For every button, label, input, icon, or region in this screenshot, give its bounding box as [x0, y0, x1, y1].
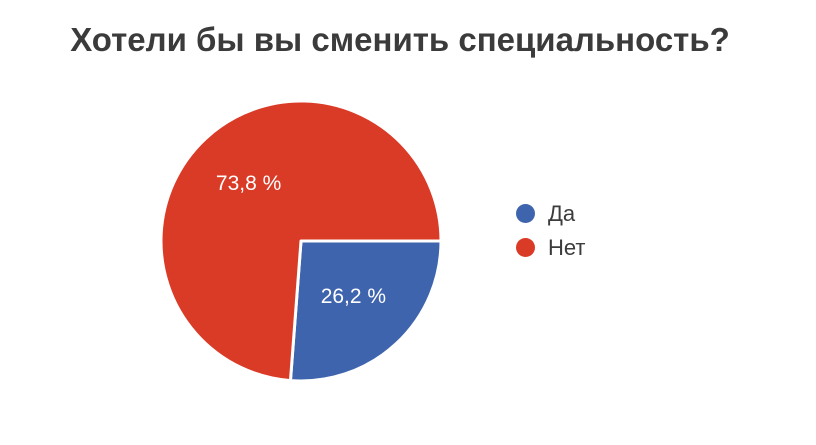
legend-item-label: Да: [548, 201, 576, 226]
legend-item-да: Да: [516, 201, 585, 226]
pie-slice-label-да: 26,2 %: [321, 285, 386, 308]
legend-item-нет: Нет: [516, 235, 585, 260]
pie-slice-нет: [159, 99, 443, 383]
chart-title: Хотели бы вы сменить специальность?: [70, 21, 730, 58]
legend-item-label: Нет: [548, 235, 586, 260]
pie-slice-label-нет: 73,8 %: [216, 172, 281, 195]
chart-legend: Да Нет: [516, 201, 585, 260]
pie-chart: 26,2 % 73,8 %: [148, 88, 454, 394]
legend-color-dot-icon: [516, 204, 535, 223]
pie-svg: 26,2 % 73,8 %: [159, 99, 443, 383]
legend-color-dot-icon: [516, 238, 535, 257]
pie-slice-да: [288, 239, 443, 383]
